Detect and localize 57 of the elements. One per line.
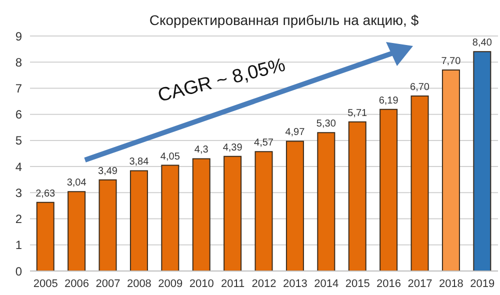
data-label: 4,39 xyxy=(222,142,243,154)
bar xyxy=(286,140,304,271)
bar xyxy=(317,132,336,271)
x-tick-label: 2006 xyxy=(64,278,90,290)
data-label: 4,97 xyxy=(285,127,306,138)
x-tick-label: 2017 xyxy=(408,278,432,290)
bar xyxy=(161,164,180,271)
y-tick-label: 6 xyxy=(15,108,22,122)
y-tick-label: 4 xyxy=(15,160,22,174)
x-tick-label: 2008 xyxy=(126,278,152,290)
y-tick-label: 7 xyxy=(15,81,22,96)
data-label: 8,40 xyxy=(472,38,492,49)
chart-title: Скорректированная прибыль на акцию, $ xyxy=(148,12,420,28)
bar xyxy=(98,179,117,271)
bar xyxy=(130,170,148,271)
data-label: 5,30 xyxy=(316,118,336,130)
data-label: 7,70 xyxy=(441,56,462,67)
data-label: 4,57 xyxy=(254,138,274,149)
bar xyxy=(380,108,398,271)
annotation: CAGR ~ 8,05% xyxy=(156,54,288,107)
x-tick-label: 2014 xyxy=(314,278,339,290)
bar xyxy=(442,69,460,271)
data-label: 6,19 xyxy=(378,95,399,106)
bar xyxy=(348,121,366,271)
data-label: 2,63 xyxy=(36,188,56,200)
x-tick-label: 2005 xyxy=(33,278,58,290)
data-label: 4,3 xyxy=(194,144,209,156)
y-tick-label: 5 xyxy=(15,134,22,148)
bar xyxy=(473,51,492,271)
data-label: 5,71 xyxy=(348,108,368,119)
data-label: 3,84 xyxy=(129,156,150,168)
x-tick-label: 2007 xyxy=(96,278,120,290)
y-tick-label: 2 xyxy=(15,212,22,226)
bar xyxy=(410,96,429,271)
data-label: 3,04 xyxy=(66,178,87,189)
data-label: 3,49 xyxy=(98,166,118,177)
y-tick-label: 0 xyxy=(15,264,22,278)
y-tick-label: 8 xyxy=(15,55,22,70)
bar xyxy=(254,151,273,271)
x-tick-label: 2009 xyxy=(158,278,183,290)
bar xyxy=(192,158,210,271)
bar xyxy=(68,191,86,271)
y-tick-label: 1 xyxy=(15,238,22,252)
y-tick-label: 3 xyxy=(15,186,22,200)
bar xyxy=(224,156,242,271)
x-tick-label: 2013 xyxy=(282,278,308,290)
x-tick-label: 2018 xyxy=(438,278,464,290)
x-tick-label: 2016 xyxy=(376,278,402,290)
bar xyxy=(36,202,54,271)
x-tick-label: 2012 xyxy=(252,278,276,290)
y-tick-label: 9 xyxy=(15,29,22,44)
data-label: 6,70 xyxy=(410,82,430,94)
data-label: 4,05 xyxy=(160,151,180,162)
x-tick-label: 2019 xyxy=(470,278,495,290)
x-tick-label: 2015 xyxy=(345,278,370,290)
x-tick-label: 2011 xyxy=(220,278,245,290)
x-tick-label: 2010 xyxy=(189,278,214,290)
